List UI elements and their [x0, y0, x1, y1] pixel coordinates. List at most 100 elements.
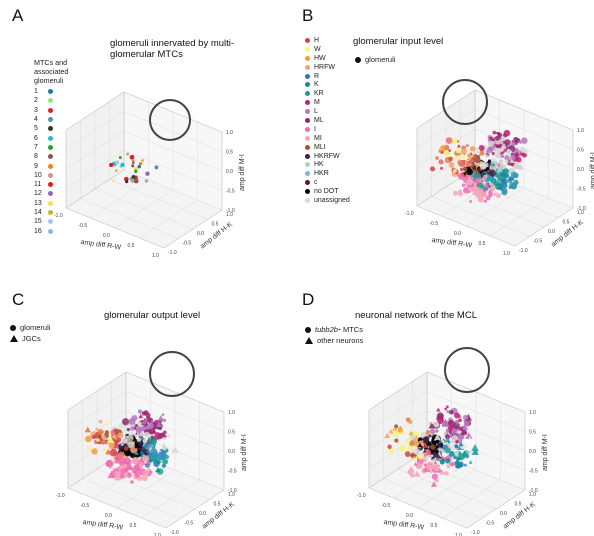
- data-point-triangle: [407, 465, 416, 473]
- data-point: [500, 136, 506, 142]
- y-tick-label: -1.0: [168, 250, 177, 256]
- x-tick-label: -0.5: [79, 223, 88, 229]
- data-point: [104, 430, 110, 435]
- data-point-triangle: [126, 463, 134, 470]
- data-point-triangle: [422, 442, 429, 448]
- y-tick-label: -0.5: [185, 521, 194, 527]
- data-point: [450, 461, 455, 467]
- y-tick-label: 1.0: [577, 210, 584, 216]
- z-tick-label: 0.5: [529, 430, 536, 436]
- data-point: [150, 435, 155, 440]
- data-point: [408, 419, 413, 424]
- data-point: [521, 152, 527, 158]
- data-point: [479, 163, 487, 170]
- data-point: [127, 459, 132, 465]
- data-point: [157, 452, 164, 460]
- legend-label: 3: [34, 106, 38, 114]
- data-point: [463, 187, 470, 194]
- data-point: [122, 467, 129, 473]
- data-point: [142, 439, 147, 444]
- data-point-triangle: [106, 435, 115, 444]
- data-point-triangle: [454, 458, 460, 464]
- data-point: [496, 193, 501, 199]
- panel-title: neuronal network of the MCL: [355, 310, 477, 321]
- data-point: [125, 179, 129, 184]
- highlight-circle: [149, 351, 195, 397]
- data-point: [509, 159, 514, 164]
- legend-label: HK: [314, 161, 324, 169]
- data-point: [478, 144, 485, 151]
- legend-swatch: [305, 162, 310, 168]
- data-point: [444, 434, 451, 440]
- legend-item: no DOT: [305, 187, 350, 196]
- legend-label: L: [314, 108, 318, 116]
- data-point: [141, 159, 144, 162]
- legend-header: MTCs and associated glomeruli: [34, 58, 69, 85]
- legend-item: 14: [34, 208, 68, 217]
- data-point: [486, 147, 493, 154]
- data-point: [454, 469, 458, 472]
- data-point: [441, 458, 445, 461]
- data-point: [493, 192, 497, 197]
- legend-item: I: [305, 125, 350, 134]
- legend-swatch: [48, 117, 53, 123]
- data-point: [458, 189, 463, 194]
- data-point: [161, 463, 166, 468]
- data-point: [126, 152, 130, 156]
- z-axis-label: amp diff M-I: [239, 154, 246, 191]
- y-tick-label: 0.0: [500, 511, 507, 517]
- panel-letter: C: [12, 290, 25, 309]
- data-point: [469, 200, 473, 204]
- legend-label: MTCs: [340, 325, 363, 334]
- legend-item: 5: [34, 124, 68, 133]
- legend-swatch: [48, 210, 53, 215]
- data-point: [483, 199, 488, 203]
- z-tick-label: -0.5: [529, 469, 538, 475]
- data-point: [435, 156, 439, 160]
- legend-swatch: [48, 191, 53, 197]
- legend-item: 7: [34, 143, 68, 152]
- data-point-triangle: [468, 460, 473, 464]
- legend-label: 5: [34, 125, 38, 133]
- legend-swatch: [305, 46, 310, 52]
- data-point: [513, 136, 519, 143]
- triangle-marker-icon: [10, 335, 18, 342]
- legend-item: MI: [305, 134, 350, 143]
- data-point: [162, 418, 167, 423]
- data-point: [115, 459, 119, 463]
- z-tick-label: 0.0: [577, 167, 584, 173]
- data-point-triangle: [398, 443, 407, 452]
- x-tick-label: 0.0: [103, 233, 110, 239]
- data-point: [518, 140, 522, 144]
- legend-label: M: [314, 99, 320, 107]
- data-point: [97, 429, 104, 435]
- data-point: [501, 169, 507, 174]
- z-tick-label: -1.0: [226, 208, 235, 214]
- data-point: [105, 459, 114, 467]
- data-point: [122, 418, 130, 426]
- data-point-triangle: [427, 469, 431, 472]
- y-tick-label: 0.0: [197, 231, 204, 237]
- legend-label: 11: [34, 181, 42, 189]
- legend-swatch: [48, 89, 53, 95]
- data-point-triangle: [388, 429, 394, 434]
- data-point: [452, 156, 457, 161]
- data-point: [436, 412, 444, 420]
- data-point: [458, 453, 466, 461]
- data-point: [130, 480, 134, 484]
- data-point: [440, 151, 444, 154]
- legend-item: 16: [34, 226, 68, 235]
- data-point-triangle: [384, 432, 391, 439]
- y-tick-label: -1.0: [519, 248, 528, 254]
- data-point: [452, 168, 457, 174]
- panel-a: -1.0 -0.5 0.0 0.5 1.0 -1.0 -0.5 0.0 0.5 1.0 -1.0 -0…: [0, 0, 297, 268]
- legend-item: HW: [305, 54, 350, 63]
- data-point-triangle: [424, 455, 430, 460]
- data-point: [457, 144, 461, 148]
- data-point: [458, 160, 465, 167]
- data-point: [150, 448, 158, 456]
- data-point: [515, 156, 522, 163]
- z-tick-label: -1.0: [577, 206, 586, 212]
- data-point-triangle: [137, 457, 146, 465]
- legend-swatch: [305, 153, 310, 159]
